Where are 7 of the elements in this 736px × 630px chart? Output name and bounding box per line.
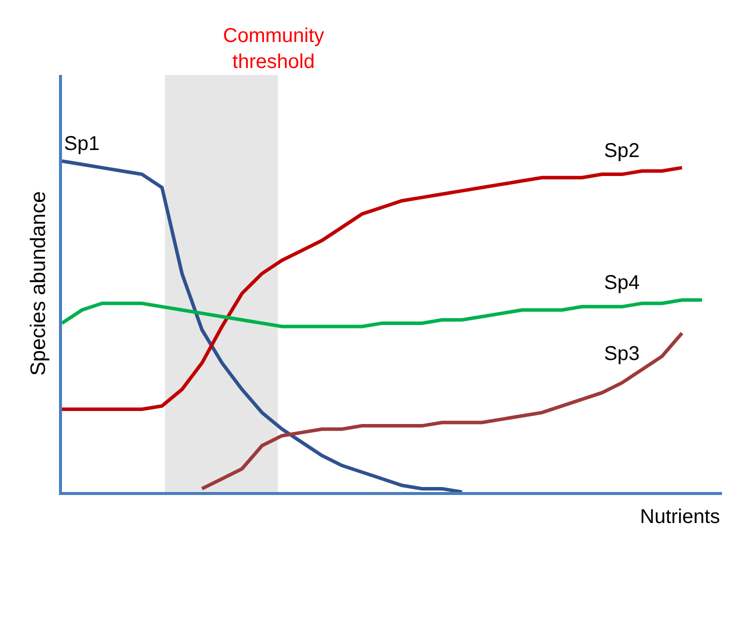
series-label: Sp3	[604, 343, 640, 365]
series-label: Sp2	[604, 140, 640, 162]
text: Community threshold	[223, 25, 324, 73]
x-axis-title: Nutrients	[640, 506, 720, 528]
y-axis-title: Species abundance	[27, 191, 50, 376]
series-label: Sp1	[64, 133, 100, 155]
series-label: Sp4	[604, 272, 640, 294]
